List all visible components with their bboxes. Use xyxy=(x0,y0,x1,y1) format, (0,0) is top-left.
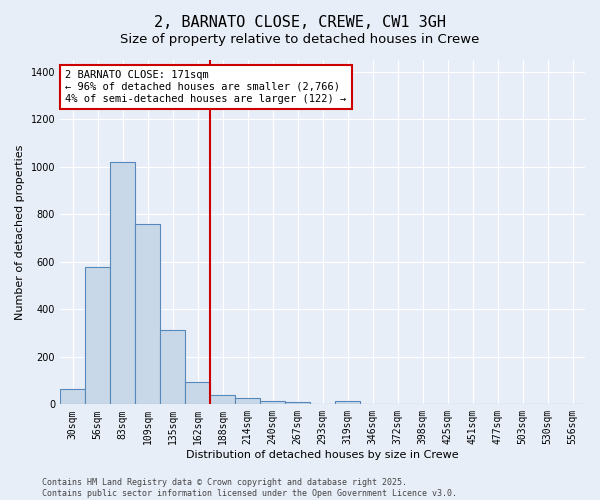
Bar xyxy=(235,398,260,404)
Bar xyxy=(160,330,185,404)
Text: Size of property relative to detached houses in Crewe: Size of property relative to detached ho… xyxy=(121,32,479,46)
Bar xyxy=(85,266,110,404)
Bar xyxy=(110,162,135,404)
Bar xyxy=(60,389,85,404)
Text: 2, BARNATO CLOSE, CREWE, CW1 3GH: 2, BARNATO CLOSE, CREWE, CW1 3GH xyxy=(154,15,446,30)
Title: 2, BARNATO CLOSE, CREWE, CW1 3GH
Size of property relative to detached houses in: 2, BARNATO CLOSE, CREWE, CW1 3GH Size of… xyxy=(0,499,1,500)
Bar xyxy=(210,395,235,404)
X-axis label: Distribution of detached houses by size in Crewe: Distribution of detached houses by size … xyxy=(186,450,459,460)
Bar xyxy=(335,402,360,404)
Text: 2 BARNATO CLOSE: 171sqm
← 96% of detached houses are smaller (2,766)
4% of semi-: 2 BARNATO CLOSE: 171sqm ← 96% of detache… xyxy=(65,70,347,104)
Bar xyxy=(185,382,210,404)
Bar xyxy=(260,402,285,404)
Bar xyxy=(285,402,310,404)
Y-axis label: Number of detached properties: Number of detached properties xyxy=(15,144,25,320)
Bar xyxy=(135,224,160,404)
Text: Contains HM Land Registry data © Crown copyright and database right 2025.
Contai: Contains HM Land Registry data © Crown c… xyxy=(42,478,457,498)
